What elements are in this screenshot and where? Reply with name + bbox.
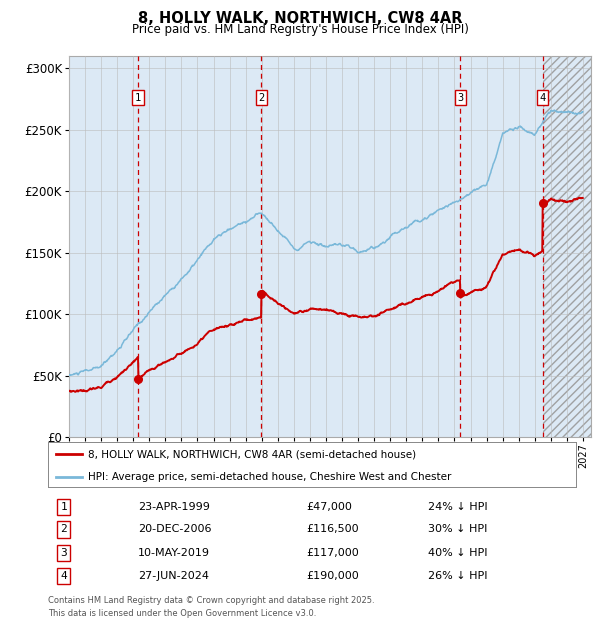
Text: 10-MAY-2019: 10-MAY-2019 xyxy=(138,547,210,557)
Text: 4: 4 xyxy=(61,571,67,581)
Text: 1: 1 xyxy=(135,93,142,103)
Text: HPI: Average price, semi-detached house, Cheshire West and Chester: HPI: Average price, semi-detached house,… xyxy=(88,472,451,482)
Text: Price paid vs. HM Land Registry's House Price Index (HPI): Price paid vs. HM Land Registry's House … xyxy=(131,23,469,36)
Text: 20-DEC-2006: 20-DEC-2006 xyxy=(138,525,211,534)
Text: 2: 2 xyxy=(258,93,265,103)
Text: £116,500: £116,500 xyxy=(307,525,359,534)
Text: 8, HOLLY WALK, NORTHWICH, CW8 4AR (semi-detached house): 8, HOLLY WALK, NORTHWICH, CW8 4AR (semi-… xyxy=(88,449,416,459)
Text: 3: 3 xyxy=(61,547,67,557)
Text: 4: 4 xyxy=(539,93,546,103)
Text: 24% ↓ HPI: 24% ↓ HPI xyxy=(428,502,488,512)
Text: 2: 2 xyxy=(61,525,67,534)
Text: 3: 3 xyxy=(457,93,463,103)
Text: Contains HM Land Registry data © Crown copyright and database right 2025.
This d: Contains HM Land Registry data © Crown c… xyxy=(48,596,374,618)
Text: £47,000: £47,000 xyxy=(307,502,353,512)
Text: 26% ↓ HPI: 26% ↓ HPI xyxy=(428,571,488,581)
Text: 27-JUN-2024: 27-JUN-2024 xyxy=(138,571,209,581)
Text: 1: 1 xyxy=(61,502,67,512)
Text: 30% ↓ HPI: 30% ↓ HPI xyxy=(428,525,488,534)
Text: £190,000: £190,000 xyxy=(307,571,359,581)
Text: £117,000: £117,000 xyxy=(307,547,359,557)
Text: 8, HOLLY WALK, NORTHWICH, CW8 4AR: 8, HOLLY WALK, NORTHWICH, CW8 4AR xyxy=(138,11,462,26)
Bar xyxy=(543,56,591,437)
Text: 40% ↓ HPI: 40% ↓ HPI xyxy=(428,547,488,557)
Text: 23-APR-1999: 23-APR-1999 xyxy=(138,502,209,512)
